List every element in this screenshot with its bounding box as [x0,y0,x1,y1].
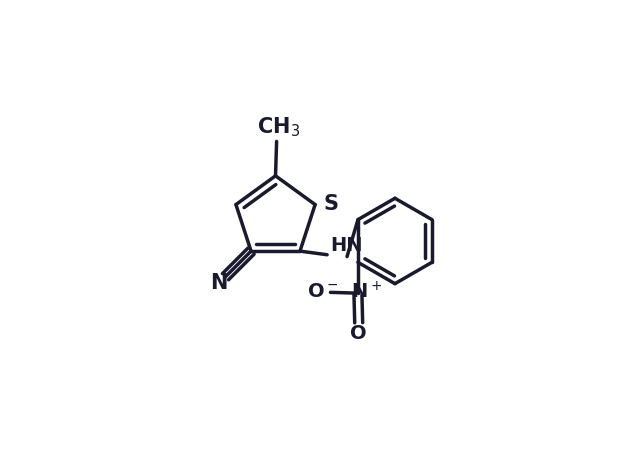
Text: HN: HN [331,236,364,255]
Text: O: O [350,324,367,343]
Text: N: N [210,274,227,293]
Text: S: S [323,194,338,214]
Text: N$^+$: N$^+$ [351,281,382,302]
Text: CH$_3$: CH$_3$ [257,116,300,140]
Text: O$^-$: O$^-$ [307,282,338,301]
